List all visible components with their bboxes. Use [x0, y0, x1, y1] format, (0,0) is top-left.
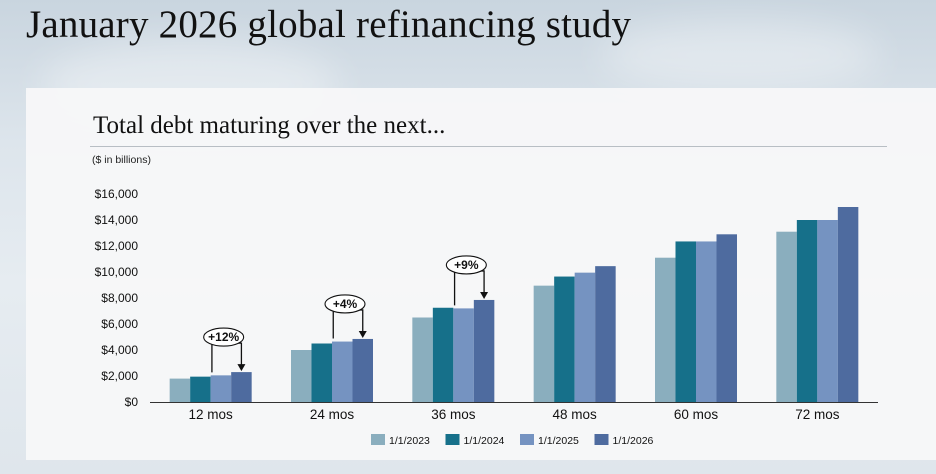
bar-24-mos-series-4 — [352, 338, 373, 402]
y-tick-label: $8,000 — [101, 291, 138, 305]
bar-12-mos-series-1 — [169, 378, 191, 402]
bar-60-mos-series-2 — [675, 241, 696, 402]
annotation-arrow-icon — [358, 330, 367, 338]
y-tick-label: $2,000 — [101, 369, 138, 383]
bar-72-mos-series-4 — [837, 207, 859, 402]
title-divider — [90, 146, 887, 147]
bar-60-mos-series-4 — [716, 234, 737, 402]
page-title: January 2026 global refinancing study — [26, 3, 632, 46]
annotation-bracket — [211, 342, 243, 373]
x-tick-label: 36 mos — [431, 407, 476, 422]
bar-12-mos-series-3 — [210, 375, 232, 402]
x-tick-label: 12 mos — [189, 407, 234, 422]
annotation-label: +9% — [454, 258, 479, 272]
bar-48-mos-series-1 — [533, 285, 555, 402]
y-tick-label: $10,000 — [95, 265, 139, 279]
bar-24-mos-series-1 — [291, 350, 312, 402]
bar-48-mos-series-2 — [554, 276, 575, 402]
bar-24-mos-series-2 — [311, 343, 332, 402]
y-tick-label: $6,000 — [101, 317, 138, 331]
bar-60-mos-series-1 — [655, 257, 676, 402]
annotation-bubble — [445, 255, 487, 275]
annotation-bubble — [203, 327, 245, 347]
annotation-bubble — [324, 294, 366, 314]
x-tick-label: 60 mos — [674, 407, 719, 422]
bar-72-mos-series-1 — [776, 231, 797, 402]
annotation-arrow-icon — [237, 364, 246, 372]
bar-12-mos-series-2 — [190, 376, 211, 402]
bar-12-mos-series-4 — [231, 372, 252, 402]
legend-swatch — [371, 434, 385, 445]
y-tick-label: $0 — [125, 395, 139, 409]
annotation-label: +12% — [208, 330, 239, 344]
x-tick-label: 72 mos — [795, 407, 840, 422]
bar-72-mos-series-3 — [817, 220, 838, 402]
bar-36-mos-series-3 — [453, 308, 474, 402]
bar-36-mos-series-2 — [432, 307, 454, 402]
y-tick-label: $16,000 — [95, 187, 139, 201]
bar-24-mos-series-3 — [332, 341, 353, 402]
x-tick-label: 24 mos — [310, 407, 355, 422]
legend-label: 1/1/2024 — [464, 435, 505, 447]
bar-36-mos-series-1 — [412, 317, 433, 402]
annotation-label: +4% — [333, 297, 358, 311]
bar-60-mos-series-3 — [696, 241, 717, 402]
cloud-decoration — [600, 20, 880, 90]
bar-48-mos-series-3 — [574, 272, 596, 402]
y-tick-label: $4,000 — [101, 343, 138, 357]
legend-label: 1/1/2025 — [538, 435, 579, 447]
y-tick-label: $12,000 — [95, 239, 139, 253]
legend-label: 1/1/2023 — [389, 435, 430, 447]
annotation-arrow-icon — [480, 291, 489, 299]
legend-swatch — [445, 434, 460, 445]
chart-title: Total debt maturing over the next... — [93, 112, 446, 139]
units-note: ($ in billions) — [92, 154, 151, 166]
bar-72-mos-series-2 — [796, 220, 818, 402]
y-tick-label: $14,000 — [95, 213, 139, 227]
legend-swatch — [520, 434, 534, 445]
x-tick-label: 48 mos — [553, 407, 598, 422]
annotation-bracket — [332, 309, 364, 339]
bar-48-mos-series-4 — [595, 266, 616, 402]
bar-36-mos-series-4 — [473, 299, 495, 402]
legend-label: 1/1/2026 — [613, 435, 654, 447]
legend-swatch — [594, 434, 609, 445]
